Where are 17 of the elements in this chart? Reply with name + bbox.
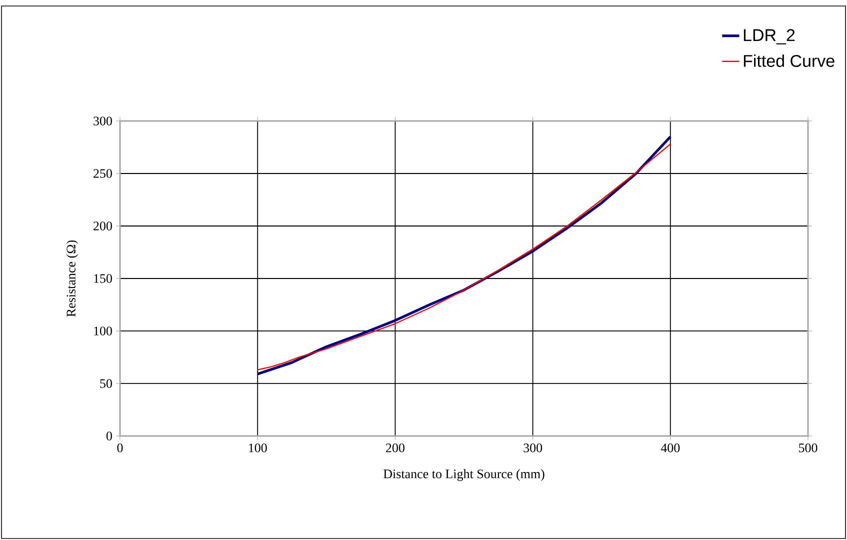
y-tick-label: 50: [100, 379, 112, 388]
x-tick-label: 0: [117, 444, 123, 452]
x-tick-label: 100: [249, 444, 267, 452]
y-axis-title: Resistance (Ω): [66, 240, 78, 317]
x-tick-label: 400: [660, 444, 680, 452]
y-tick-label: 0: [106, 432, 112, 440]
y-tick-label: 300: [94, 116, 112, 126]
y-tick-label: 250: [94, 169, 112, 178]
x-tick-label: 200: [386, 444, 404, 452]
y-tick-label: 200: [94, 222, 112, 230]
x-tick-label: 500: [798, 444, 818, 452]
y-tick-label: 150: [94, 274, 112, 283]
x-axis-title: Distance to Light Source (mm): [384, 469, 544, 481]
y-tick-label: 100: [94, 326, 112, 336]
legend-label: Fitted Curve: [744, 54, 834, 67]
x-tick-label: 300: [524, 444, 542, 452]
legend-label: LDR_2: [744, 29, 795, 44]
